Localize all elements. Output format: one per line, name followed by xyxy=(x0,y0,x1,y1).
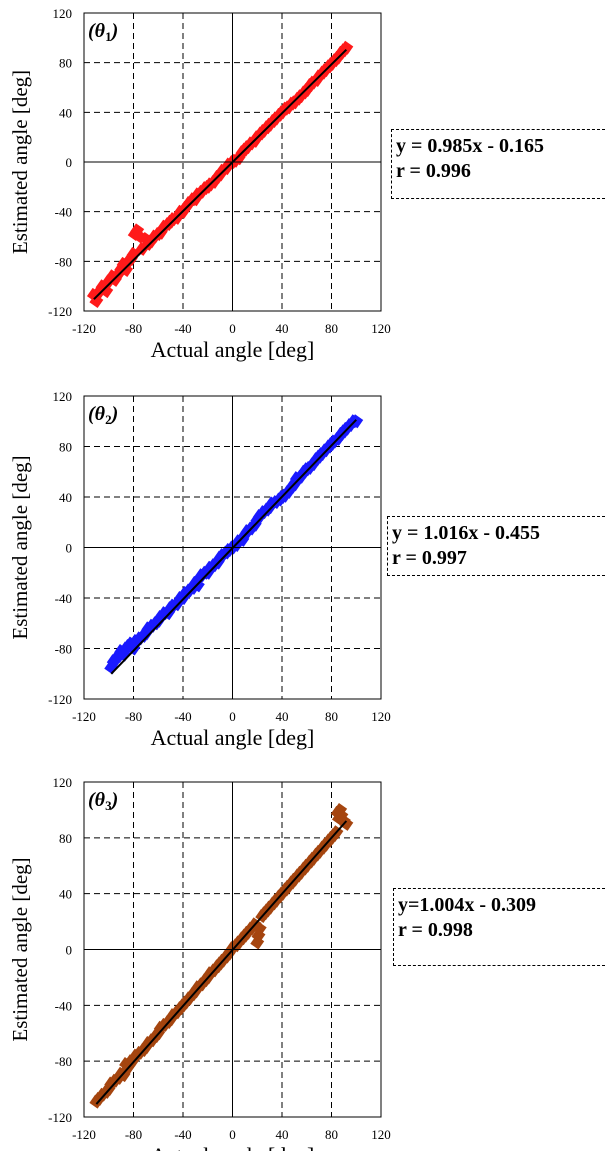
x-tick-label: -40 xyxy=(174,321,191,336)
x-tick-label: -120 xyxy=(72,321,96,336)
regression-equation: y = 0.985x - 0.165 xyxy=(396,135,545,157)
x-tick-label: -80 xyxy=(125,321,142,336)
data-points xyxy=(89,802,354,1109)
regression-line xyxy=(95,820,348,1105)
x-tick-labels: -120 -80 -40 0 40 80 120 xyxy=(72,709,391,724)
y-tick-labels: -120 -80 -40 0 40 80 120 xyxy=(48,775,72,1125)
data-point xyxy=(252,921,267,936)
regression-box-3: y=1.004x - 0.309 r = 0.998 xyxy=(393,888,605,966)
x-axis-label: Actual angle [deg] xyxy=(151,725,315,750)
x-tick-label: 120 xyxy=(371,709,391,724)
y-tick-label: 80 xyxy=(59,831,72,846)
x-tick-label: 40 xyxy=(276,709,289,724)
y-tick-label: 0 xyxy=(66,943,73,958)
panel-label: (θ3) xyxy=(88,789,118,813)
x-tick-label: -40 xyxy=(174,1127,191,1142)
y-tick-label: 40 xyxy=(59,887,72,902)
y-tick-label: -40 xyxy=(55,591,72,606)
fit-line xyxy=(95,820,348,1105)
x-tick-label: 0 xyxy=(229,321,236,336)
y-tick-label: -80 xyxy=(55,642,72,657)
x-tick-label: 80 xyxy=(325,1127,338,1142)
x-tick-label: 120 xyxy=(371,1127,391,1142)
y-tick-label: 40 xyxy=(59,490,72,505)
correlation-coefficient: r = 0.997 xyxy=(392,547,467,569)
chart-panel-2: -120 -80 -40 0 40 80 120 -120 -80 -40 0 40 80 120 Ac… xyxy=(8,389,391,750)
x-tick-label: 120 xyxy=(371,321,391,336)
axes xyxy=(83,395,382,700)
data-point xyxy=(339,816,354,831)
x-tick-label: 40 xyxy=(276,321,289,336)
y-tick-label: 0 xyxy=(66,155,73,170)
x-tick-label: 0 xyxy=(229,1127,236,1142)
x-tick-label: 80 xyxy=(325,321,338,336)
fit-line xyxy=(110,419,357,675)
y-tick-labels: -120 -80 -40 0 40 80 120 xyxy=(48,6,72,319)
correlation-coefficient: r = 0.998 xyxy=(398,919,473,941)
chart-panel-1: -120 -80 -40 0 40 80 120 -120 -80 -40 0 40 80 120 Ac… xyxy=(8,6,391,362)
x-tick-labels: -120 -80 -40 0 40 80 120 xyxy=(72,1127,391,1142)
regression-line xyxy=(110,419,357,675)
y-axis-label: Estimated angle [deg] xyxy=(8,70,32,254)
regression-line xyxy=(93,48,348,300)
x-axis-label: Actual angle [deg] xyxy=(151,1143,315,1151)
regression-equation: y = 1.016x - 0.455 xyxy=(392,522,541,544)
y-tick-label: -120 xyxy=(48,1110,72,1125)
y-tick-label: 120 xyxy=(53,775,73,790)
y-tick-label: -120 xyxy=(48,304,72,319)
x-tick-labels: -120 -80 -40 0 40 80 120 xyxy=(72,321,391,336)
x-tick-label: 80 xyxy=(325,709,338,724)
panel-label: (θ2) xyxy=(88,403,118,427)
axes xyxy=(83,781,382,1118)
x-tick-label: 0 xyxy=(229,709,236,724)
x-tick-label: -80 xyxy=(125,709,142,724)
y-tick-label: 40 xyxy=(59,105,72,120)
y-tick-label: -120 xyxy=(48,692,72,707)
y-axis-label: Estimated angle [deg] xyxy=(8,455,32,639)
y-axis-label: Estimated angle [deg] xyxy=(8,857,32,1041)
chart-panel-3: -120 -80 -40 0 40 80 120 -120 -80 -40 0 40 80 120 Ac… xyxy=(8,775,391,1151)
correlation-coefficient: r = 0.996 xyxy=(396,160,471,182)
regression-box-2: y = 1.016x - 0.455 r = 0.997 xyxy=(387,516,605,576)
x-tick-label: -120 xyxy=(72,709,96,724)
regression-equation: y=1.004x - 0.309 xyxy=(398,894,537,916)
y-tick-label: 120 xyxy=(53,6,73,21)
panel-label: (θ1) xyxy=(88,20,118,44)
y-tick-labels: -120 -80 -40 0 40 80 120 xyxy=(48,389,72,707)
y-tick-label: 120 xyxy=(53,389,73,404)
data-point xyxy=(339,40,354,55)
y-tick-label: -80 xyxy=(55,254,72,269)
fit-line xyxy=(93,48,348,300)
axes xyxy=(83,12,382,312)
y-tick-label: 0 xyxy=(66,541,73,556)
x-axis-label: Actual angle [deg] xyxy=(151,337,315,362)
y-tick-label: -80 xyxy=(55,1054,72,1069)
y-tick-label: -40 xyxy=(55,998,72,1013)
x-tick-label: -80 xyxy=(125,1127,142,1142)
y-tick-label: -40 xyxy=(55,205,72,220)
regression-box-1: y = 0.985x - 0.165 r = 0.996 xyxy=(391,129,605,199)
y-tick-label: 80 xyxy=(59,56,72,71)
x-tick-label: 40 xyxy=(276,1127,289,1142)
y-tick-label: 80 xyxy=(59,440,72,455)
x-tick-label: -40 xyxy=(174,709,191,724)
x-tick-label: -120 xyxy=(72,1127,96,1142)
